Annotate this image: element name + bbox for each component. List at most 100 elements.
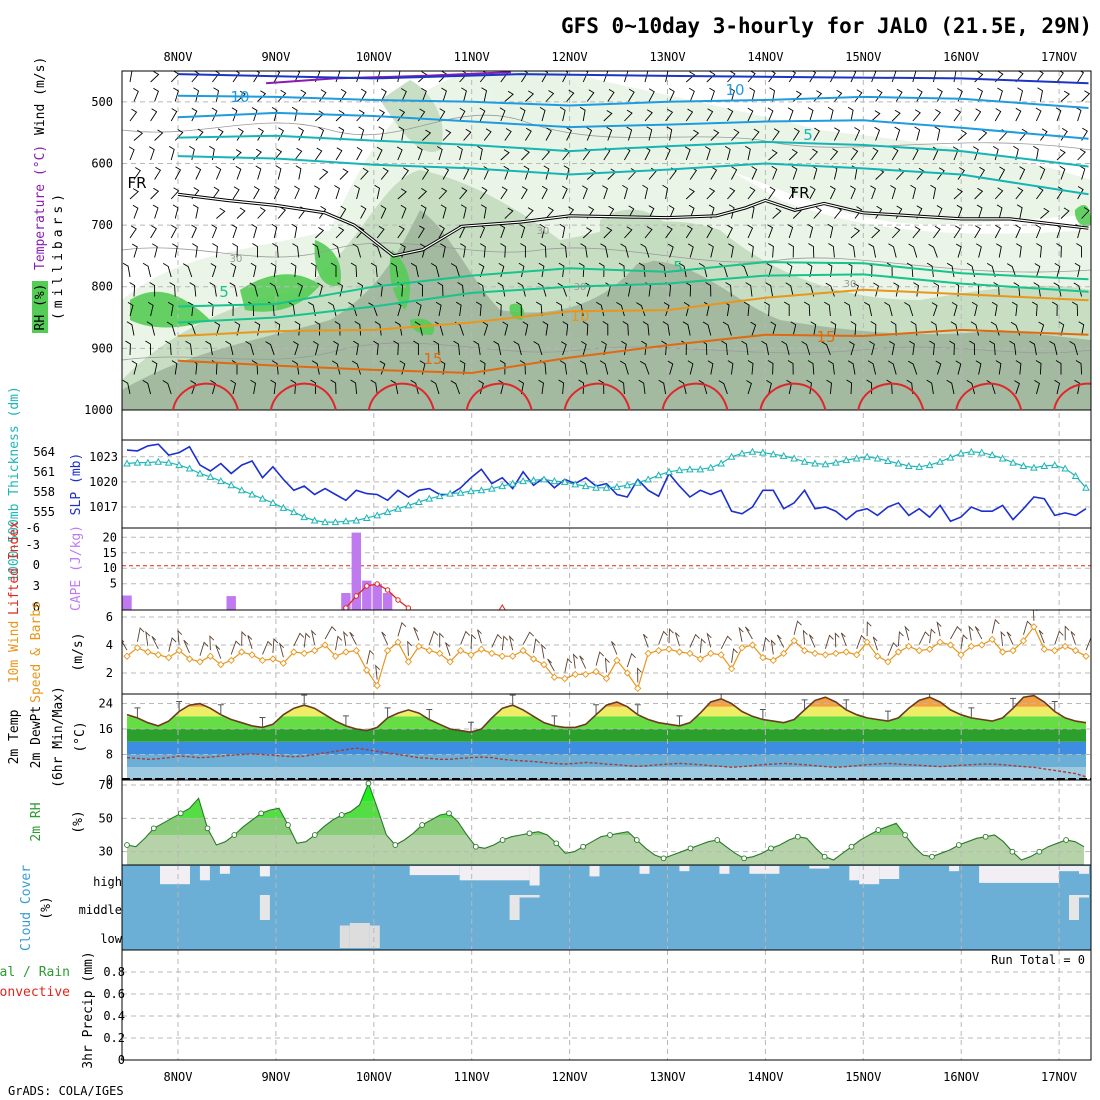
freezing-level-inner: [177, 193, 1089, 257]
thickness-marker: [123, 459, 131, 467]
wind-barb: [521, 186, 528, 200]
rh-marker: [982, 833, 989, 840]
thickness-marker: [258, 494, 267, 502]
wind-barb: [704, 146, 711, 161]
wind-barb: [658, 379, 667, 395]
wind-barb: [868, 243, 877, 258]
wind-barb-10m: [824, 634, 834, 649]
thickness-marker: [154, 457, 163, 465]
wind-barb: [271, 107, 278, 122]
temp-tick-label: 16: [99, 722, 113, 736]
wind-barb: [292, 243, 300, 258]
wind-barb-10m: [247, 635, 253, 649]
wind-barb: [1053, 282, 1062, 297]
thickness-marker: [269, 498, 277, 506]
wind-barb: [791, 165, 798, 180]
wind-barb: [909, 340, 915, 356]
wind-barb: [850, 147, 859, 161]
thickness-marker: [144, 458, 152, 466]
wind-barb: [132, 204, 139, 219]
wind-barb: [1015, 224, 1021, 239]
thickness-marker: [435, 492, 444, 500]
rh-marker: [821, 853, 828, 860]
isotherm-20-arc: [857, 382, 925, 411]
wind-speed-marker: [321, 641, 329, 649]
wind-speed-marker: [509, 652, 517, 660]
thickness-marker: [821, 460, 830, 468]
wind-barb-10m: [699, 638, 706, 654]
thickness-marker: [227, 481, 236, 489]
wind-barb: [602, 321, 609, 336]
wind-barb: [953, 225, 961, 239]
cloud-mid-gap: [509, 895, 520, 920]
rh-marker: [204, 825, 211, 832]
rh-shade-area: [1074, 205, 1091, 227]
thickness-marker: [164, 458, 173, 466]
wind-barb: [771, 165, 778, 180]
wind-barb: [996, 204, 1003, 219]
wind-barb: [702, 321, 712, 336]
minmax-whisker: [929, 694, 931, 698]
wind-barb: [998, 166, 1006, 180]
isotherm-line: [177, 94, 1089, 109]
pressure-tick-label: 600: [91, 156, 113, 170]
wind-barb: [808, 243, 815, 258]
wind-barb: [930, 184, 937, 200]
wind-barb: [450, 263, 461, 278]
wind-barb: [976, 204, 983, 219]
wind-barb: [1049, 340, 1058, 356]
wind-barb: [438, 225, 445, 239]
minmax-whisker: [134, 707, 141, 718]
cloud-high-gap: [979, 866, 1059, 883]
rh-marker: [902, 832, 908, 838]
wind-barb: [806, 262, 813, 278]
wind-barb-10m: [674, 632, 680, 647]
wind-speed-marker: [206, 652, 215, 660]
wind-barb: [1040, 207, 1050, 219]
wind-barb: [580, 243, 588, 258]
wind-barb: [335, 147, 343, 161]
contour-label: FR: [790, 184, 809, 202]
thickness-marker: [383, 508, 392, 516]
wind-barb: [297, 282, 303, 297]
wind-barb: [772, 128, 780, 141]
date-label-top: 15NOV: [845, 50, 881, 64]
wind-barb: [370, 262, 378, 278]
wind-barb-10m: [145, 630, 151, 647]
wind-tick-label: 4: [106, 638, 113, 652]
wind-speed-marker: [394, 638, 402, 646]
wind-barb: [127, 302, 134, 317]
wind-barb: [401, 167, 409, 180]
wind-barb: [152, 204, 159, 219]
wind-barb-10m: [776, 634, 785, 648]
rh-marker: [1036, 848, 1043, 855]
rh-marker: [553, 840, 560, 847]
wind-barb: [150, 225, 157, 239]
rh-line: [126, 781, 1085, 861]
wind-barb: [727, 71, 736, 83]
wind-barb-10m: [738, 626, 744, 642]
thickness-marker: [206, 472, 215, 480]
wind-barb: [1039, 166, 1046, 180]
wind-barb: [232, 71, 240, 83]
wind-barb: [665, 108, 674, 122]
cape-bar: [226, 596, 236, 610]
wind-barb: [250, 262, 257, 278]
contour-label: 30: [537, 226, 550, 237]
wind-barb: [170, 108, 178, 122]
temp-band: [127, 716, 1086, 730]
wind-speed-marker: [821, 651, 830, 659]
wind-barb: [562, 321, 569, 336]
wind-barb-10m: [918, 631, 930, 645]
wind-barb-10m: [968, 625, 974, 641]
wind-barb: [357, 282, 363, 297]
wind-barb: [401, 88, 407, 102]
wind-barb: [271, 360, 279, 375]
wind-barb: [727, 360, 734, 375]
wind-barb: [1013, 282, 1021, 297]
wind-barb: [1077, 71, 1085, 83]
rh-marker: [177, 810, 184, 817]
wind-speed-marker: [154, 651, 162, 659]
wind-barb: [249, 282, 259, 297]
